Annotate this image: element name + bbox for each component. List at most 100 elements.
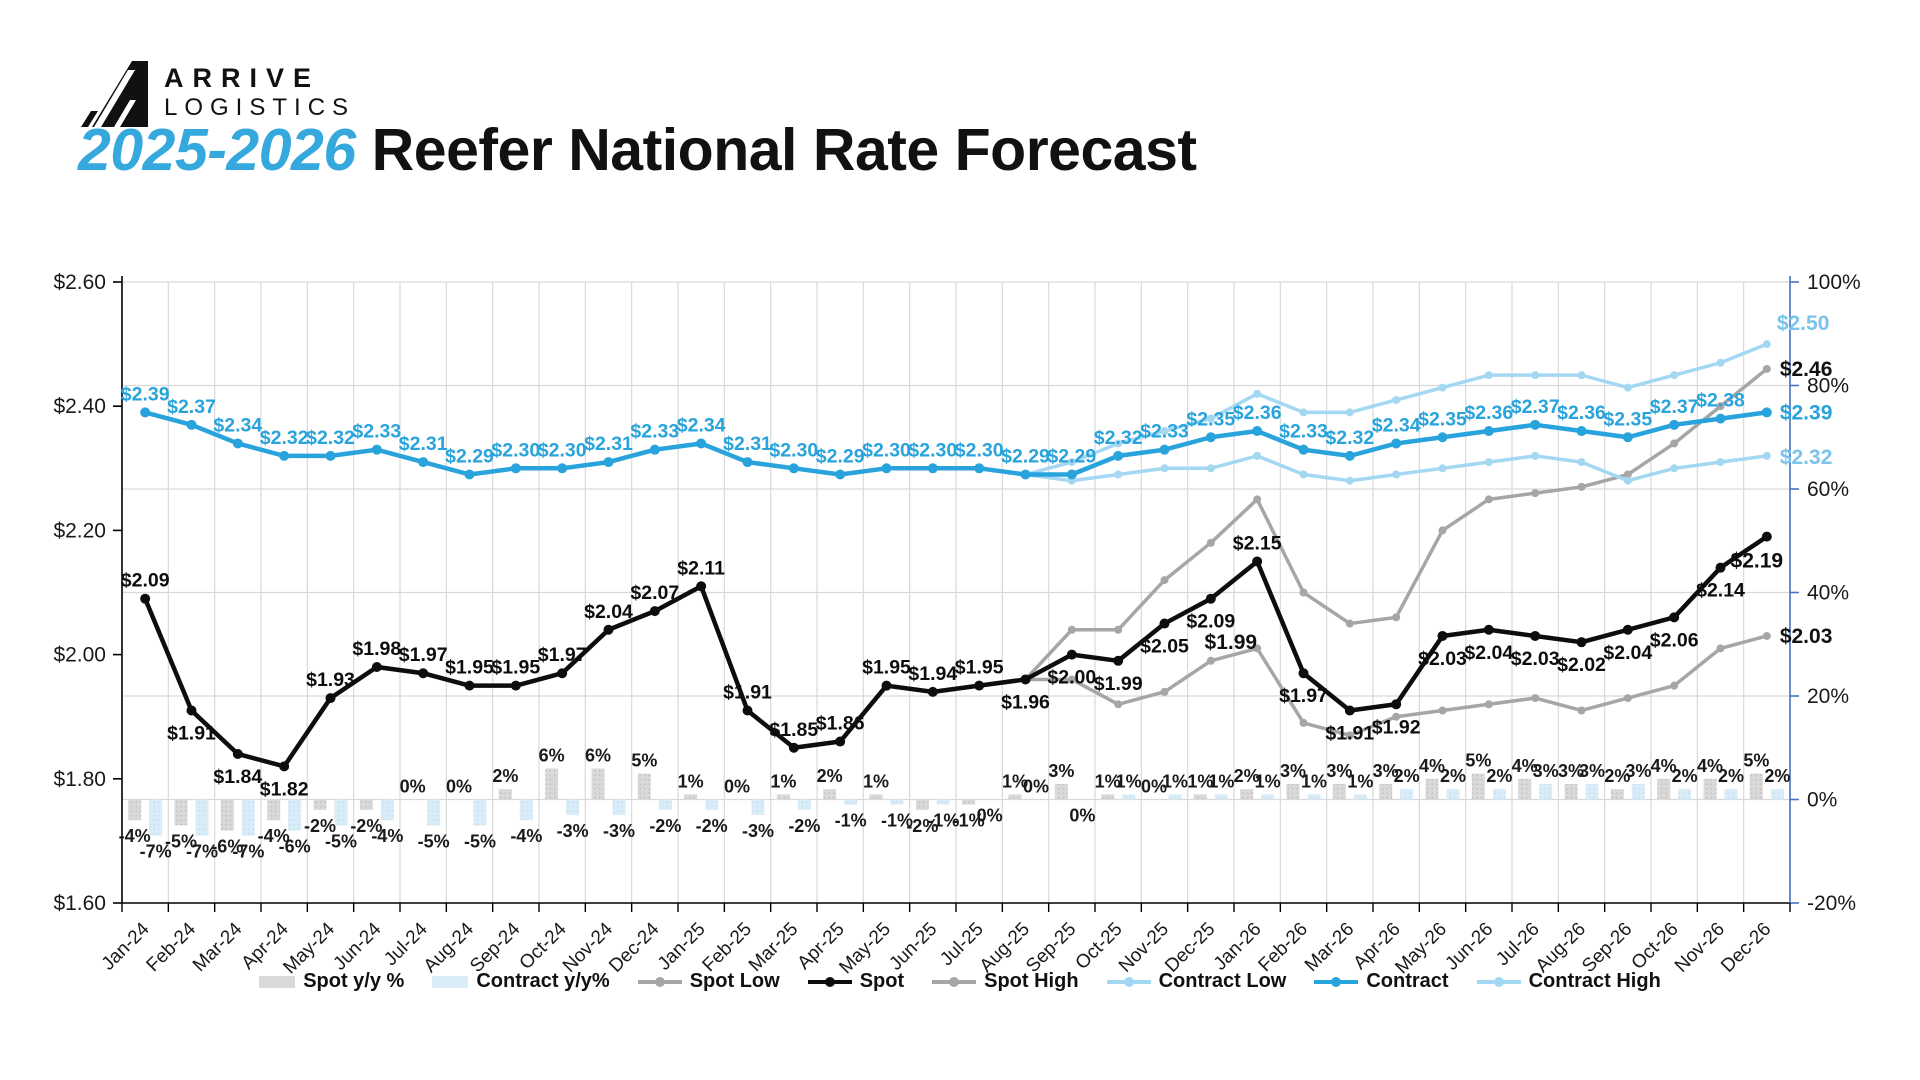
bar bbox=[519, 799, 533, 821]
data-label: $2.29 bbox=[445, 446, 494, 468]
x-axis-label: Dec-24 bbox=[605, 918, 663, 976]
legend-item-spot: Spot bbox=[807, 970, 904, 993]
legend-line-marker bbox=[1476, 976, 1521, 987]
bar-label: 0% bbox=[1141, 777, 1167, 797]
logo-line1: ARRIVE bbox=[164, 63, 321, 94]
data-label: $1.94 bbox=[908, 663, 957, 685]
data-label: $1.85 bbox=[769, 719, 818, 741]
data-label: $2.07 bbox=[630, 582, 679, 604]
bar-label: 6% bbox=[585, 745, 611, 765]
data-label: $1.99 bbox=[1094, 673, 1143, 695]
data-label: $1.95 bbox=[491, 657, 540, 679]
bar bbox=[174, 799, 188, 826]
bar-label: 1% bbox=[1347, 771, 1373, 791]
bar-label: -3% bbox=[603, 821, 635, 841]
data-label: $2.29 bbox=[816, 446, 865, 468]
data-label: $1.82 bbox=[260, 778, 309, 800]
bar bbox=[128, 799, 142, 821]
bar-label: -3% bbox=[742, 821, 774, 841]
x-axis-label: Sep-24 bbox=[466, 918, 524, 976]
x-axis-label: Nov-25 bbox=[1115, 919, 1173, 977]
bar-label: 3% bbox=[1326, 761, 1352, 781]
data-label: $2.35 bbox=[1603, 408, 1652, 430]
data-label: $2.36 bbox=[1557, 402, 1606, 424]
data-label: $1.91 bbox=[167, 722, 216, 744]
bar-label: 1% bbox=[1208, 771, 1234, 791]
x-axis-label: Jan-26 bbox=[1210, 919, 1266, 975]
legend-item-contract-high: Contract High bbox=[1476, 970, 1661, 993]
bar bbox=[149, 799, 163, 836]
x-axis-label: Jan-24 bbox=[98, 918, 154, 974]
x-axis-label: Feb-24 bbox=[143, 918, 201, 976]
bar bbox=[591, 768, 605, 800]
data-label: $2.36 bbox=[1233, 402, 1282, 424]
bar-label: 1% bbox=[863, 771, 889, 791]
bar-label: 3% bbox=[1625, 761, 1651, 781]
data-label: $2.31 bbox=[723, 433, 772, 455]
chart-legend: Spot y/y % Contract y/y% Spot Low Spot Spot … bbox=[0, 970, 1920, 993]
legend-swatch bbox=[432, 975, 469, 988]
bar-label: 4% bbox=[1697, 756, 1723, 776]
data-label: $2.31 bbox=[584, 433, 633, 455]
bar bbox=[936, 799, 950, 805]
data-label: $1.97 bbox=[538, 644, 587, 666]
legend-item-spot-high: Spot High bbox=[932, 970, 1079, 993]
bar bbox=[1379, 783, 1393, 800]
data-label: $2.03 bbox=[1511, 648, 1560, 670]
x-axis-label: Jan-25 bbox=[654, 919, 710, 975]
bar-label: 2% bbox=[1440, 766, 1466, 786]
left-axis-label: $2.60 bbox=[53, 271, 106, 294]
bar bbox=[658, 799, 672, 810]
bar-label: 5% bbox=[1465, 751, 1491, 771]
data-label: $2.37 bbox=[1511, 396, 1560, 418]
legend-swatch bbox=[259, 975, 296, 988]
gridlines bbox=[122, 281, 1790, 903]
data-label: $2.04 bbox=[1603, 642, 1652, 664]
data-label: $2.04 bbox=[1464, 642, 1513, 664]
bar bbox=[915, 799, 929, 810]
bar bbox=[1770, 789, 1784, 800]
bar bbox=[1286, 783, 1300, 800]
left-axis-label: $1.60 bbox=[53, 892, 106, 915]
right-axis-label: 80% bbox=[1807, 375, 1849, 398]
bar-label: -1% bbox=[927, 811, 959, 831]
data-label: $2.03 bbox=[1418, 648, 1467, 670]
data-label: $2.38 bbox=[1696, 390, 1745, 412]
data-label: $2.19 bbox=[1731, 550, 1784, 573]
data-label: $2.29 bbox=[1001, 446, 1050, 468]
bar-label: 3% bbox=[1280, 761, 1306, 781]
data-label: $2.00 bbox=[1047, 667, 1096, 689]
page-title: 2025-2026 Reefer National Rate Forecast bbox=[78, 116, 1878, 184]
bar bbox=[1400, 789, 1414, 800]
bar bbox=[823, 789, 837, 800]
data-label: $1.92 bbox=[1372, 716, 1421, 738]
bar bbox=[380, 799, 394, 821]
legend-line-marker bbox=[807, 976, 852, 987]
bar bbox=[1054, 783, 1068, 800]
bar-label: 2% bbox=[1604, 766, 1630, 786]
data-label: $1.84 bbox=[213, 766, 262, 788]
x-axis-label: Feb-25 bbox=[699, 919, 756, 976]
data-label: $2.46 bbox=[1780, 358, 1833, 381]
bar bbox=[1631, 783, 1645, 800]
bar-label: 4% bbox=[1419, 756, 1445, 776]
legend-label: Contract y/y% bbox=[476, 970, 610, 992]
data-label: $1.91 bbox=[1325, 722, 1374, 744]
right-axis-label: 100% bbox=[1807, 271, 1861, 294]
data-label: $2.06 bbox=[1650, 629, 1699, 651]
bar bbox=[776, 794, 790, 800]
bar-label: -5% bbox=[464, 831, 496, 851]
bar-label: 6% bbox=[539, 745, 565, 765]
line-spot: $2.09$1.91$1.84$1.82$1.93$1.98$1.97$1.95… bbox=[121, 531, 1784, 800]
data-label: $2.09 bbox=[121, 570, 170, 592]
bar bbox=[1101, 794, 1115, 800]
bar bbox=[705, 799, 719, 810]
bar-label: -5% bbox=[325, 831, 357, 851]
bar-label: -6% bbox=[211, 837, 243, 857]
bar-label: 0% bbox=[1023, 777, 1049, 797]
bar-label: 2% bbox=[1234, 766, 1260, 786]
right-axis-label: -20% bbox=[1807, 892, 1856, 915]
bar bbox=[313, 799, 327, 810]
legend-line-marker bbox=[1314, 976, 1359, 987]
bar-label: 4% bbox=[1512, 756, 1538, 776]
